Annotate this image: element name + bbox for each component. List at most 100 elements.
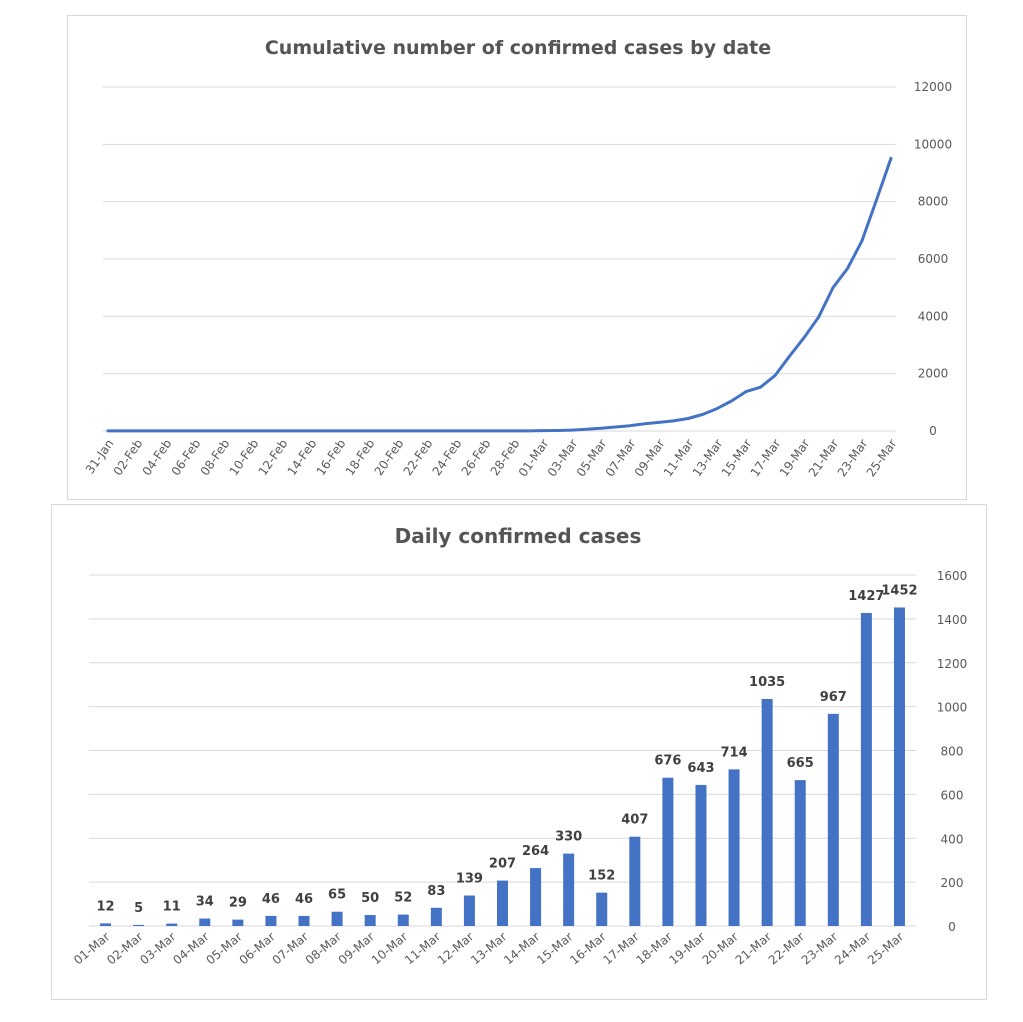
x-tick-label: 14-Mar [501, 930, 542, 968]
x-tick-label: 04-Mar [170, 930, 211, 968]
series-line [106, 156, 893, 433]
x-tick-label: 08-Feb [198, 437, 233, 479]
x-tick-label: 15-Mar [534, 930, 575, 968]
bar [199, 918, 211, 926]
y-tick-label: 10000 [914, 137, 952, 151]
bar [794, 780, 806, 926]
bar [364, 915, 376, 926]
data-label: 50 [361, 891, 379, 906]
bar [629, 836, 641, 926]
x-tick-label: 13-Mar [468, 930, 509, 968]
bar [331, 911, 343, 926]
y-tick-label: 0 [929, 424, 937, 438]
bar [430, 907, 442, 926]
data-label: 11 [163, 900, 181, 915]
y-tick-label: 12000 [914, 80, 952, 94]
data-label: 676 [654, 754, 681, 769]
x-tick-label: 22-Mar [766, 930, 807, 968]
bar [298, 915, 310, 926]
x-tick-label: 24-Mar [832, 930, 873, 968]
x-tick-label: 25-Mar [865, 930, 906, 968]
y-tick-label: 400 [941, 832, 964, 846]
x-tick-label: 20-Feb [372, 437, 407, 479]
x-tick-label: 18-Feb [343, 437, 378, 479]
bar [133, 924, 145, 926]
bar [860, 612, 872, 926]
y-tick-label: 600 [941, 788, 964, 802]
data-label: 407 [621, 813, 648, 828]
data-label: 46 [262, 892, 280, 907]
data-label: 264 [522, 844, 549, 859]
data-label: 1035 [749, 675, 785, 690]
x-tick-label: 01-Mar [71, 930, 112, 968]
x-tick-label: 26-Feb [459, 437, 494, 479]
bar [728, 769, 740, 926]
y-tick-label: 4000 [918, 309, 949, 323]
x-tick-label: 21-Mar [733, 930, 774, 968]
x-tick-label: 10-Mar [369, 930, 410, 968]
x-tick-label: 22-Feb [401, 437, 436, 479]
bar [695, 784, 707, 926]
data-label: 12 [96, 899, 114, 914]
bar [761, 698, 773, 926]
data-label: 643 [687, 761, 714, 776]
chart-title: Cumulative number of confirmed cases by … [265, 37, 771, 59]
y-tick-label: 8000 [918, 195, 949, 209]
x-tick-label: 02-Feb [111, 437, 146, 479]
x-tick-label: 17-Mar [600, 930, 641, 968]
x-tick-label: 06-Mar [237, 930, 278, 968]
data-label: 29 [229, 896, 247, 911]
y-tick-label: 2000 [918, 367, 949, 381]
x-tick-label: 25-Mar [864, 437, 900, 480]
x-tick-label: 14-Feb [285, 437, 320, 479]
bar [497, 880, 508, 926]
x-tick-label: 24-Feb [430, 437, 465, 479]
x-tick-label: 12-Feb [256, 437, 291, 479]
data-label: 152 [588, 869, 615, 884]
y-tick-label: 1600 [937, 569, 968, 583]
x-tick-label: 07-Mar [270, 930, 311, 968]
bar [563, 853, 575, 926]
x-tick-label: 02-Mar [104, 930, 145, 968]
data-label: 967 [820, 690, 847, 705]
x-tick-label: 05-Mar [203, 930, 244, 968]
x-tick-label: 09-Mar [336, 930, 377, 968]
data-label: 52 [394, 891, 412, 906]
x-tick-label: 06-Feb [169, 437, 204, 479]
y-tick-label: 1000 [937, 701, 968, 715]
bar [662, 777, 674, 926]
data-label: 207 [489, 857, 516, 872]
bar [893, 607, 905, 926]
data-label: 65 [328, 888, 346, 903]
cumulative-cases-chart: Cumulative number of confirmed cases by … [67, 15, 967, 500]
bar [100, 923, 112, 926]
y-tick-label: 200 [941, 876, 964, 890]
x-tick-label: 16-Mar [567, 930, 608, 968]
data-label: 5 [134, 901, 143, 916]
data-label: 665 [787, 756, 814, 771]
bar [265, 915, 277, 926]
data-label: 139 [456, 872, 483, 887]
x-tick-label: 23-Mar [799, 930, 840, 968]
daily-cases-chart: Daily confirmed cases 0 200 400 600 800 1000 1… [51, 504, 987, 1000]
data-label: 83 [427, 884, 445, 899]
y-tick-label: 1400 [937, 613, 968, 627]
bar [397, 914, 409, 926]
bar [232, 919, 244, 926]
x-tick-label: 11-Mar [402, 930, 443, 968]
data-label: 46 [295, 892, 313, 907]
y-tick-label: 1200 [937, 657, 968, 671]
x-tick-label: 10-Feb [227, 437, 262, 479]
y-tick-label: 0 [948, 920, 956, 934]
data-label: 1452 [881, 583, 917, 598]
cumulative-cases-svg: Cumulative number of confirmed cases by … [83, 37, 952, 480]
bar [166, 923, 178, 926]
y-tick-label: 800 [941, 745, 964, 759]
daily-cases-svg: Daily confirmed cases 0 200 400 600 800 1000 1… [71, 524, 968, 968]
bar [596, 892, 608, 926]
y-tick-label: 6000 [918, 252, 949, 266]
data-label: 1427 [848, 589, 884, 604]
x-tick-label: 03-Mar [137, 930, 178, 968]
x-tick-label: 04-Feb [140, 437, 175, 479]
x-tick-label: 18-Mar [633, 930, 674, 968]
